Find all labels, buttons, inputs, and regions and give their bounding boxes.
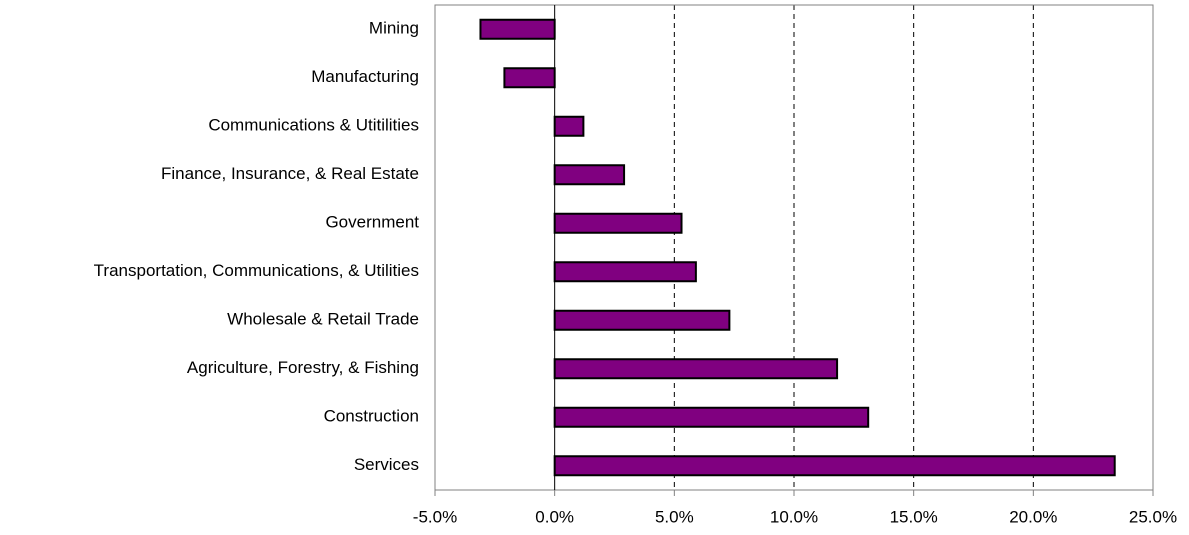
y-tick-label: Mining	[369, 19, 419, 38]
y-tick-label: Wholesale & Retail Trade	[227, 310, 419, 329]
y-tick-label: Government	[325, 213, 419, 232]
bar	[553, 164, 626, 186]
x-tick-label: 5.0%	[655, 507, 694, 526]
x-tick-label: 0.0%	[535, 507, 574, 526]
y-tick-label: Manufacturing	[311, 67, 419, 86]
bar	[503, 67, 556, 89]
x-tick-label: 10.0%	[770, 507, 818, 526]
y-tick-label: Transportation, Communications, & Utilit…	[94, 261, 419, 280]
bar	[553, 261, 697, 283]
bar	[553, 406, 870, 428]
y-tick-label: Communications & Utitilities	[208, 116, 419, 135]
bar	[553, 309, 731, 331]
y-tick-label: Agriculture, Forestry, & Fishing	[187, 358, 419, 377]
y-tick-label: Construction	[324, 407, 419, 426]
bar	[553, 115, 585, 137]
x-tick-label: 25.0%	[1129, 507, 1177, 526]
plot-border	[434, 4, 1154, 491]
bar	[553, 212, 683, 234]
y-tick-label: Finance, Insurance, & Real Estate	[161, 164, 419, 183]
bar	[553, 455, 1116, 477]
y-tick-label: Services	[354, 455, 419, 474]
x-tick-label: 20.0%	[1009, 507, 1057, 526]
x-tick-label: -5.0%	[413, 507, 457, 526]
bar	[479, 18, 556, 40]
x-tick-label: 15.0%	[890, 507, 938, 526]
bar	[553, 358, 839, 380]
